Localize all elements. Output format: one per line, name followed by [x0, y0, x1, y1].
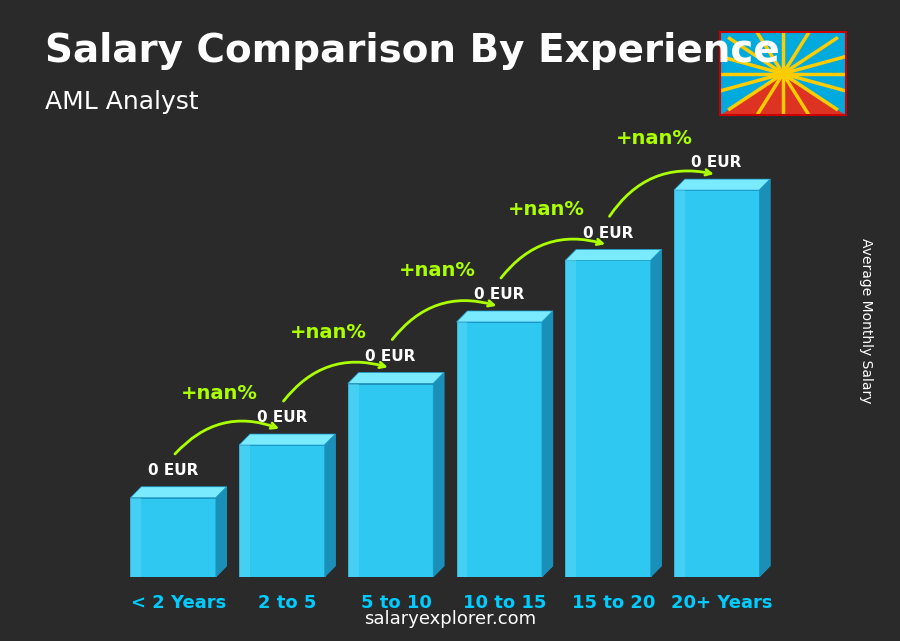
Text: 0 EUR: 0 EUR — [474, 287, 525, 302]
Polygon shape — [565, 260, 651, 577]
Text: 0 EUR: 0 EUR — [691, 155, 742, 171]
Polygon shape — [433, 372, 444, 577]
Polygon shape — [720, 74, 846, 115]
Text: AML Analyst: AML Analyst — [45, 90, 199, 113]
Polygon shape — [674, 190, 760, 577]
Polygon shape — [130, 487, 227, 498]
Text: 10 to 15: 10 to 15 — [463, 594, 546, 613]
Polygon shape — [651, 249, 661, 577]
Text: +nan%: +nan% — [399, 262, 475, 280]
Polygon shape — [542, 311, 553, 577]
Polygon shape — [456, 311, 553, 322]
Polygon shape — [239, 445, 325, 577]
Polygon shape — [565, 249, 662, 260]
Text: +nan%: +nan% — [508, 200, 584, 219]
Text: +nan%: +nan% — [181, 385, 258, 403]
Text: 20+ Years: 20+ Years — [671, 594, 773, 613]
Polygon shape — [130, 498, 141, 577]
Polygon shape — [347, 383, 359, 577]
Polygon shape — [456, 322, 467, 577]
Polygon shape — [674, 179, 770, 190]
Text: 0 EUR: 0 EUR — [256, 410, 307, 425]
Text: 0 EUR: 0 EUR — [365, 349, 416, 363]
Text: 0 EUR: 0 EUR — [583, 226, 633, 240]
Polygon shape — [347, 383, 433, 577]
Polygon shape — [347, 372, 444, 383]
Polygon shape — [674, 190, 685, 577]
Text: 2 to 5: 2 to 5 — [258, 594, 317, 613]
Polygon shape — [456, 322, 542, 577]
Text: 5 to 10: 5 to 10 — [361, 594, 431, 613]
Polygon shape — [565, 260, 576, 577]
Text: 15 to 20: 15 to 20 — [572, 594, 655, 613]
Polygon shape — [760, 179, 770, 577]
Text: Salary Comparison By Experience: Salary Comparison By Experience — [45, 32, 779, 70]
Text: +nan%: +nan% — [616, 129, 693, 148]
Text: 0 EUR: 0 EUR — [148, 463, 198, 478]
Text: +nan%: +nan% — [290, 323, 367, 342]
Polygon shape — [216, 487, 227, 577]
Polygon shape — [325, 434, 336, 577]
Text: salaryexplorer.com: salaryexplorer.com — [364, 610, 536, 628]
Polygon shape — [130, 498, 216, 577]
Text: Average Monthly Salary: Average Monthly Salary — [859, 238, 873, 403]
Text: < 2 Years: < 2 Years — [130, 594, 226, 613]
Polygon shape — [239, 445, 250, 577]
Polygon shape — [239, 434, 336, 445]
